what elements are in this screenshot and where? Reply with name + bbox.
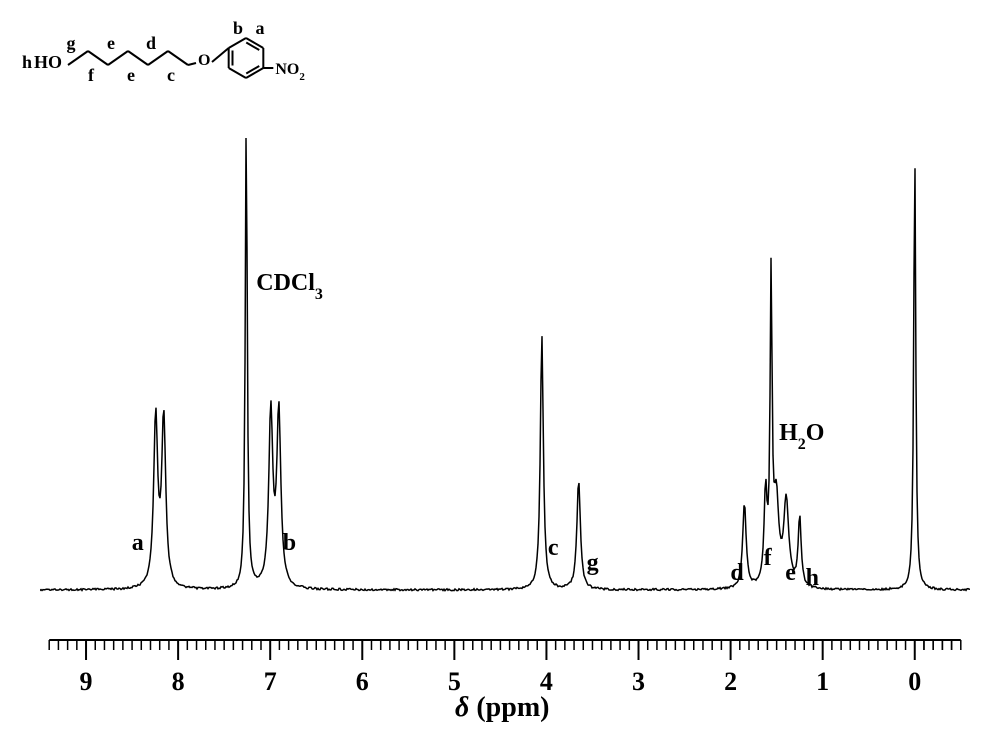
- svg-text:h: h: [806, 565, 819, 591]
- svg-text:a: a: [132, 530, 144, 556]
- svg-text:6: 6: [356, 667, 369, 696]
- nmr-figure: hHOONO2gfeedcba 9876543210aCDCl3bcgdfH2O…: [0, 0, 1000, 747]
- x-axis-label: δ (ppm): [455, 692, 549, 724]
- svg-text:h: h: [22, 52, 32, 72]
- svg-text:H2O: H2O: [779, 420, 824, 453]
- svg-text:1: 1: [816, 667, 829, 696]
- svg-text:e: e: [785, 560, 796, 586]
- svg-text:9: 9: [80, 667, 93, 696]
- svg-text:0: 0: [908, 667, 921, 696]
- svg-text:7: 7: [264, 667, 277, 696]
- svg-text:g: g: [587, 550, 599, 576]
- svg-text:c: c: [548, 535, 559, 561]
- svg-text:3: 3: [632, 667, 645, 696]
- svg-text:CDCl3: CDCl3: [256, 270, 323, 303]
- svg-text:b: b: [283, 530, 296, 556]
- svg-text:d: d: [730, 560, 744, 586]
- nmr-spectrum: 9876543210aCDCl3bcgdfH2Oeh: [40, 10, 970, 747]
- svg-text:f: f: [764, 545, 773, 571]
- svg-text:2: 2: [724, 667, 737, 696]
- svg-text:8: 8: [172, 667, 185, 696]
